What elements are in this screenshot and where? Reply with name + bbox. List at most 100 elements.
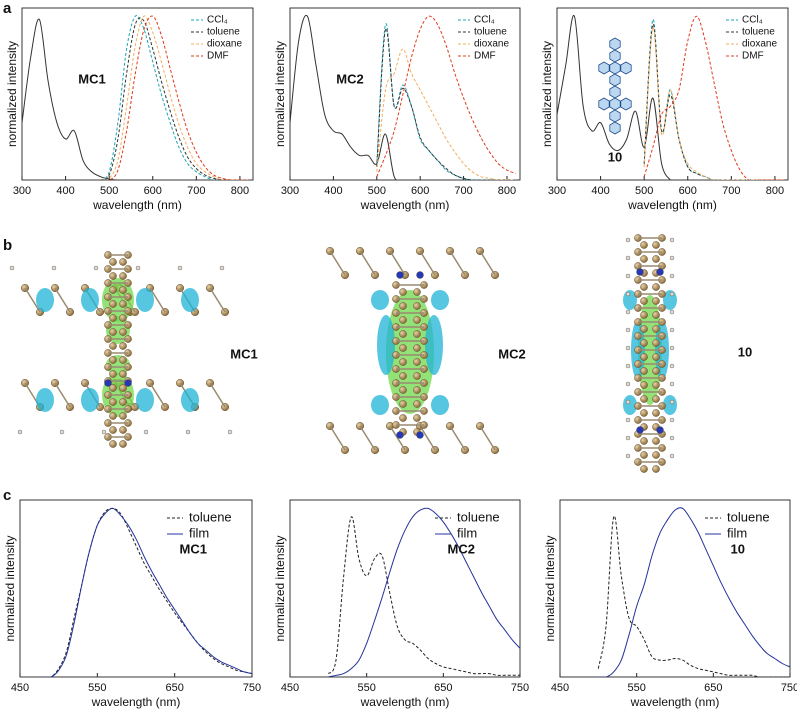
compound-label: MC2 xyxy=(336,71,363,86)
atom xyxy=(625,309,631,315)
atom xyxy=(227,429,233,435)
x-tick-label: 300 xyxy=(548,185,566,197)
atom xyxy=(640,283,648,291)
atom xyxy=(119,328,127,336)
inset-ring xyxy=(609,121,621,135)
atom xyxy=(625,273,631,279)
atom xyxy=(669,273,675,279)
legend-label: dioxane xyxy=(474,39,509,50)
inset-ring xyxy=(609,49,621,63)
atom xyxy=(669,417,675,423)
legend-label: dioxane xyxy=(742,39,777,50)
inset-ring xyxy=(598,97,610,111)
atom xyxy=(652,409,660,417)
x-tick-label: 450 xyxy=(281,682,299,694)
atom xyxy=(109,314,117,322)
atom xyxy=(652,283,660,291)
atom xyxy=(399,288,407,296)
atom xyxy=(119,384,127,392)
spectrum-line xyxy=(328,507,520,677)
orbital-lobe xyxy=(663,395,677,415)
atom xyxy=(640,241,648,249)
atom xyxy=(413,302,421,310)
atom xyxy=(669,363,675,369)
atom xyxy=(51,265,57,271)
spectrum-line xyxy=(100,15,249,180)
spectrum-line xyxy=(43,507,252,677)
x-axis-label: wavelength (nm) xyxy=(627,198,717,212)
legend-label: DMF xyxy=(207,51,229,62)
orbital-lobe xyxy=(136,288,154,312)
atom xyxy=(652,381,660,389)
chart: 450 550 650 750 wavelength (nm) normalized in… xyxy=(543,499,797,709)
chart: 300 400 500 600 700 800 wavelength (nm) normali… xyxy=(540,7,789,212)
atom xyxy=(652,297,660,305)
bond xyxy=(389,250,406,276)
atom xyxy=(652,353,660,361)
atom xyxy=(625,417,631,423)
legend-label: toluene xyxy=(189,509,232,524)
atom xyxy=(669,255,675,261)
atom xyxy=(640,367,648,375)
spectrum-line xyxy=(643,15,784,180)
legend-label: CCl₄ xyxy=(742,15,763,26)
atom xyxy=(109,398,117,406)
orbital-lobe xyxy=(371,395,389,415)
atom xyxy=(413,316,421,324)
x-tick-label: 500 xyxy=(368,185,386,197)
panel-label: c xyxy=(3,487,11,504)
series-group xyxy=(43,507,252,677)
plot-frame xyxy=(289,7,521,181)
x-tick-label: 600 xyxy=(679,185,697,197)
atom xyxy=(669,399,675,405)
spectrum-line xyxy=(557,15,671,180)
y-axis-label: normalized intensity xyxy=(540,41,554,147)
x-tick-label: 800 xyxy=(231,185,249,197)
spectrum-line xyxy=(598,507,790,677)
x-tick-label: 550 xyxy=(88,682,106,694)
legend-label: toluene xyxy=(474,27,507,38)
molecule-structures xyxy=(9,234,677,473)
x-tick-label: 600 xyxy=(411,185,429,197)
atom xyxy=(109,426,117,434)
atom xyxy=(177,265,183,271)
orbital-lobe xyxy=(181,388,199,412)
x-tick-label: 800 xyxy=(498,185,516,197)
inset-ring xyxy=(609,61,621,75)
atom xyxy=(101,429,107,435)
plot-frame xyxy=(21,7,254,181)
plot-frame xyxy=(19,499,253,678)
atom xyxy=(625,453,631,459)
atom xyxy=(669,345,675,351)
atom xyxy=(636,426,644,434)
series-group xyxy=(327,507,520,677)
atom xyxy=(399,344,407,352)
atom xyxy=(399,386,407,394)
atom xyxy=(640,381,648,389)
legend-label: toluene xyxy=(727,509,770,524)
x-tick-label: 700 xyxy=(454,185,472,197)
orbital-lobe xyxy=(36,388,54,412)
bond xyxy=(54,382,71,408)
series-group xyxy=(22,15,249,180)
atom xyxy=(119,272,127,280)
bond xyxy=(54,287,71,313)
atom xyxy=(640,395,648,403)
atom xyxy=(625,237,631,243)
atom xyxy=(109,286,117,294)
x-axis-label: wavelength (nm) xyxy=(91,695,181,709)
atom xyxy=(640,325,648,333)
atom xyxy=(625,363,631,369)
chart: 300 400 500 600 700 800 wavelength (nm) normali… xyxy=(273,7,521,212)
legend-label: toluene xyxy=(207,27,240,38)
atom xyxy=(119,258,127,266)
atom xyxy=(625,435,631,441)
legend-label: CCl₄ xyxy=(207,15,228,26)
series-group xyxy=(290,14,516,180)
atom xyxy=(399,316,407,324)
atom xyxy=(652,465,660,473)
structure-label: MC1 xyxy=(230,346,257,361)
x-axis-label: wavelength (nm) xyxy=(360,695,450,709)
plot-frame xyxy=(559,499,791,678)
